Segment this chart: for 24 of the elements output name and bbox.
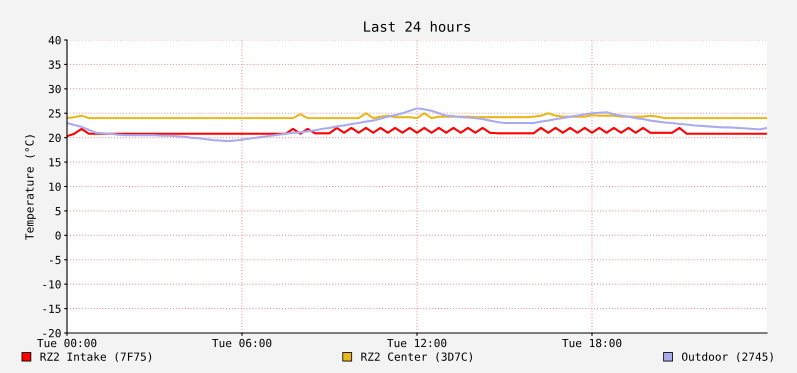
y-axis-title: Temperature (°C) [25,135,36,240]
chart-title: Last 24 hours [364,21,470,32]
x-tick-label: Tue 18:00 [562,338,622,348]
y-tick-label: -10 [43,280,61,289]
legend-label: RZ2 Center (3D7C) [361,352,472,362]
y-tick-label: 15 [49,158,61,166]
legend-label: RZ2 Intake (7F75) [40,352,152,362]
y-tick-label: 30 [48,84,61,94]
y-tick-label: -5 [50,256,61,264]
x-tick-label: Tue 00:00 [37,338,96,348]
line-series [67,107,767,142]
legend-label: Outdoor (2745) [682,352,773,362]
y-tick-label: 35 [48,60,61,69]
y-tick-label: -20 [43,329,61,338]
line-series [67,126,767,138]
y-tick-label: 0 [55,231,61,240]
y-tick-label: 10 [49,182,61,191]
y-tick-label: -15 [43,304,61,313]
y-tick-label: 20 [48,134,61,142]
y-tick-label: 5 [56,207,61,216]
x-tick-label: Tue 12:00 [387,338,446,348]
x-tick-label: Tue 06:00 [212,338,272,348]
y-tick-label: 25 [48,109,61,118]
y-tick-label: 40 [48,36,61,44]
